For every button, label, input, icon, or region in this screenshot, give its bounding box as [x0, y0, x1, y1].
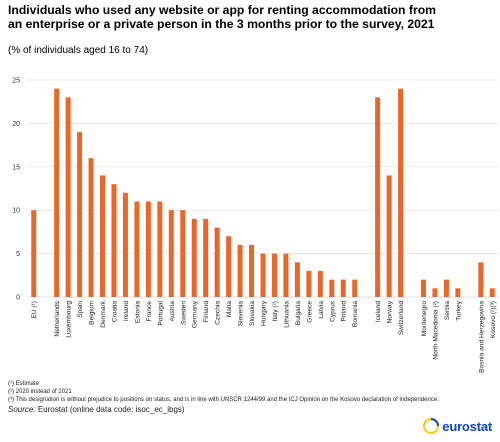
x-axis-labels: EU (¹) Netherlands Luxembourg Spain Belgium D…: [31, 300, 497, 373]
bar: [237, 244, 243, 297]
x-tick-label: Norway: [387, 300, 394, 323]
x-tick-label: Czechia: [215, 301, 222, 325]
footnotes: (¹) Estimate (²) 2020 instead of 2021 (³…: [8, 380, 488, 404]
x-tick-label: Belgium: [89, 300, 96, 324]
x-tick-label: Hungary: [261, 300, 268, 326]
eurostat-logo: eurostat: [423, 418, 492, 434]
source-label: Source:: [8, 405, 36, 414]
bar: [455, 288, 461, 297]
x-tick-label: Portugal: [157, 300, 164, 325]
bar: [249, 244, 255, 297]
x-tick-label: Estonia: [134, 301, 141, 323]
x-tick-label: Luxembourg: [66, 301, 73, 338]
x-tick-label: Slovakia: [249, 301, 256, 326]
bars: [31, 88, 495, 298]
bar: [317, 270, 323, 297]
bar: [100, 175, 106, 297]
y-axis-ticks: 0 5 10 15 20 25: [12, 78, 20, 302]
x-tick-label: Sweden: [180, 301, 187, 325]
bar: [145, 201, 151, 297]
x-tick-label: Romania: [352, 301, 359, 328]
footnote-1: (¹) Estimate: [8, 381, 40, 387]
x-tick-label: Slovenia: [238, 301, 245, 327]
bar: [54, 88, 60, 298]
x-tick-label: Latvia: [318, 301, 325, 319]
x-tick-label: Lithuania: [283, 301, 290, 328]
bar: [398, 88, 404, 298]
x-tick-label: Ireland: [123, 301, 130, 321]
bar: [168, 210, 174, 297]
y-tick-label: 15: [12, 164, 20, 171]
x-tick-label: Netherlands: [54, 300, 61, 336]
chart-subtitle: (% of individuals aged 16 to 74): [8, 45, 149, 56]
footnote-3: (³) This designation is without prejudic…: [8, 397, 439, 403]
x-tick-label: Croatia: [111, 301, 118, 323]
x-tick-label: Bosnia and Herzegovina: [478, 301, 485, 373]
bar: [191, 218, 197, 297]
bar: [432, 288, 438, 297]
y-tick-label: 20: [12, 121, 20, 128]
bar: [180, 210, 186, 297]
x-tick-label: Austria: [169, 301, 176, 322]
bar-chart: 0 5 10 15 20 25 EU (¹) Netherlands Luxembourg Sp…: [12, 78, 498, 373]
x-tick-label: Italy (²): [272, 301, 279, 322]
x-tick-label: Spain: [77, 301, 84, 318]
bar: [294, 262, 300, 297]
bar: [283, 253, 289, 297]
y-tick-label: 25: [12, 78, 20, 85]
x-tick-label: Germany: [192, 300, 199, 328]
x-tick-label: Greece: [306, 301, 313, 323]
y-tick-label: 0: [16, 295, 20, 302]
bar: [329, 279, 335, 297]
chart-title: Individuals who used any website or app …: [8, 3, 436, 31]
y-tick-label: 5: [16, 251, 20, 258]
bar: [260, 253, 266, 297]
x-tick-label: Serbia: [444, 301, 451, 320]
x-tick-label: Switzerland: [398, 301, 405, 335]
x-tick-label: EU (¹): [31, 301, 38, 319]
footnote-2: (²) 2020 instead of 2021: [8, 389, 72, 395]
bar: [375, 97, 381, 297]
bar: [157, 201, 163, 297]
x-tick-label: Bulgaria: [295, 301, 302, 326]
bar: [65, 97, 71, 297]
bar: [214, 227, 220, 297]
x-tick-label: Malta: [226, 301, 233, 317]
bar: [271, 253, 277, 297]
x-tick-label: Finland: [203, 301, 210, 323]
bar: [31, 210, 37, 297]
eurostat-logo-text: eurostat: [442, 418, 492, 434]
x-tick-label: Montenegro: [421, 301, 428, 337]
x-tick-label: Iceland: [375, 301, 382, 323]
x-tick-label: France: [146, 301, 153, 322]
eurostat-logo-icon: [423, 418, 440, 434]
bar: [77, 132, 83, 297]
bar: [386, 175, 392, 297]
source-line: Source: Eurostat (online data code: isoc…: [8, 405, 185, 414]
source-text: Eurostat (online data code: isoc_ec_ibgs…: [37, 405, 185, 414]
x-tick-label: Poland: [341, 301, 348, 322]
bar: [203, 218, 209, 297]
bar: [226, 236, 232, 297]
x-tick-label: Denmark: [100, 300, 107, 327]
bar: [134, 201, 140, 297]
x-tick-label: Turkey: [455, 300, 462, 321]
bar: [443, 279, 449, 297]
bar: [306, 270, 312, 297]
x-tick-label: Kosovo (²)(³): [490, 301, 497, 338]
x-tick-label: North Macedonia (²): [432, 301, 439, 360]
bar: [478, 262, 484, 297]
bar: [111, 184, 117, 297]
y-tick-label: 10: [12, 208, 20, 215]
bar: [352, 279, 358, 297]
bar: [340, 279, 346, 297]
x-tick-label: Cyprus: [329, 300, 336, 322]
bar: [88, 158, 94, 297]
bar: [122, 192, 128, 297]
bar: [489, 288, 495, 297]
bar: [420, 279, 426, 297]
